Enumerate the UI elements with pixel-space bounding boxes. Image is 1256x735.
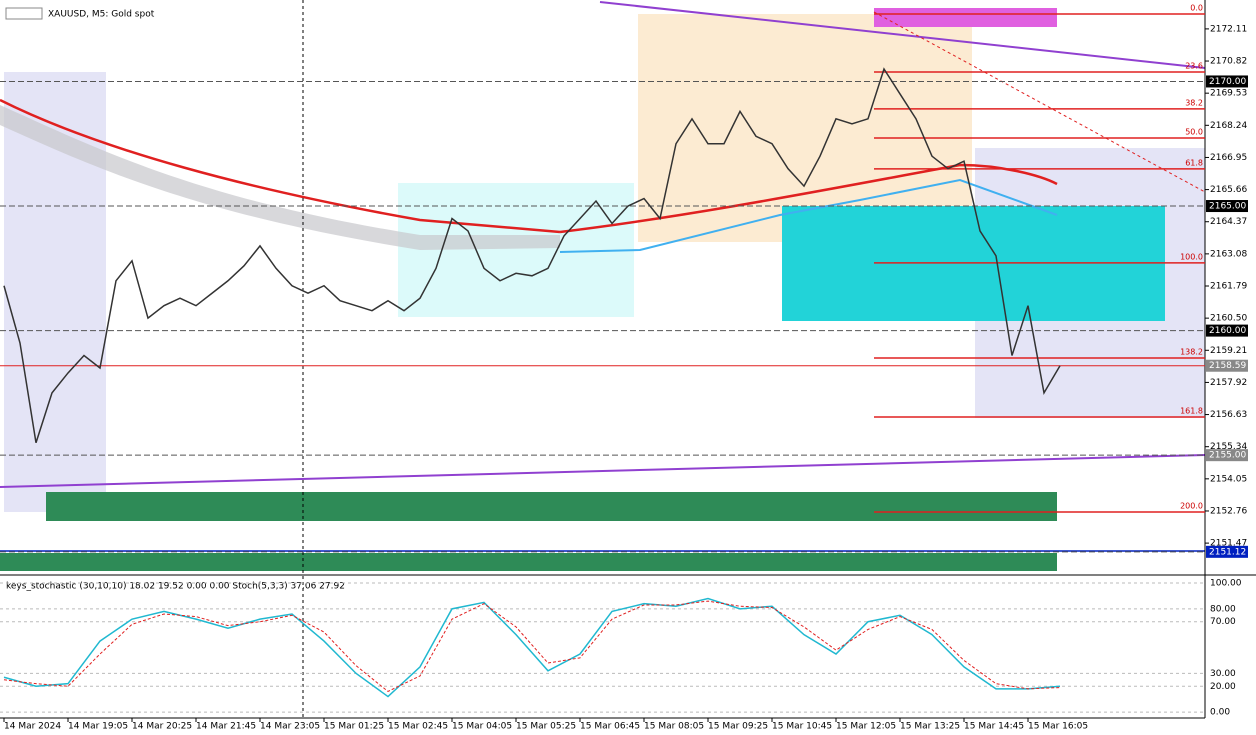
oscillator-line [3,597,1061,698]
y-tick-label: 80.00 [1210,604,1236,614]
zone [638,14,972,242]
price-label: 2165.00 [1209,202,1246,212]
x-tick-label: 15 Mar 02:45 [388,722,448,732]
price-label: 2155.00 [1209,451,1246,461]
trend-line [599,1,1206,69]
y-tick-label: 2168.24 [1210,121,1247,131]
price-label: 2151.12 [1209,547,1246,557]
price-label-box [1206,545,1248,558]
x-tick-label: 14 Mar 23:05 [260,722,320,732]
x-tick-label: 15 Mar 04:05 [452,722,512,732]
oscillator-line [3,600,1061,693]
price-label: 2160.00 [1209,326,1246,336]
toolbar-icons[interactable] [5,7,43,20]
y-tick-label: 2161.79 [1210,282,1247,292]
y-tick-label: 2165.66 [1210,185,1247,195]
y-tick-label: 20.00 [1210,682,1236,692]
zone [398,183,634,317]
x-tick-label: 15 Mar 08:05 [644,722,704,732]
volume-band [0,553,1057,571]
fib-label: 50.0 [1185,128,1203,137]
moving-average [559,178,1058,253]
fib-label: 161.8 [1180,407,1203,416]
trend-line [873,11,1206,193]
price-label-box [1206,75,1248,88]
y-tick-label: 2156.63 [1210,410,1247,420]
price-label: 2170.00 [1209,77,1246,87]
fib-label: 23.6 [1185,61,1203,70]
x-tick-label: 15 Mar 16:05 [1028,722,1088,732]
moving-average [0,98,561,234]
x-tick-label: 15 Mar 12:05 [836,722,896,732]
x-tick-label: 14 Mar 2024 [4,722,61,732]
fib-label: 0.0 [1190,3,1203,12]
y-tick-label: 100.00 [1210,579,1242,589]
zone [46,492,1057,521]
price-label-box [1206,324,1248,337]
ma-band [0,105,560,250]
y-tick-label: 2154.05 [1210,474,1247,484]
y-tick-label: 2166.95 [1210,153,1247,163]
price-label-box [1206,449,1248,462]
x-tick-label: 14 Mar 19:05 [68,722,128,732]
x-tick-label: 15 Mar 05:25 [516,722,576,732]
y-tick-label: 2157.92 [1210,378,1247,388]
price-label-box [1206,359,1248,372]
y-tick-label: 2155.34 [1210,442,1247,452]
y-tick-label: 2159.21 [1210,346,1247,356]
y-tick-label: 2160.50 [1210,314,1247,324]
y-tick-label: 2151.47 [1210,539,1247,549]
x-tick-label: 14 Mar 21:45 [196,722,256,732]
price-label: 2158.59 [1209,361,1246,371]
y-tick-label: 70.00 [1210,617,1236,627]
moving-average [559,163,1058,234]
x-tick-label: 15 Mar 09:25 [708,722,768,732]
x-tick-label: 15 Mar 01:25 [324,722,384,732]
oscillator-title: keys_stochastic (30,10,10) 18.02 19.52 0… [6,582,345,592]
zone [874,8,1057,27]
y-tick-label: 2152.76 [1210,506,1247,516]
y-tick-label: 2169.53 [1210,89,1247,99]
y-tick-label: 2172.11 [1210,24,1247,34]
price-line-series [3,67,1061,443]
fib-label: 61.8 [1185,158,1203,167]
y-tick-label: 30.00 [1210,669,1236,679]
fib-label: 138.2 [1180,348,1203,357]
x-tick-label: 15 Mar 10:45 [772,722,832,732]
x-tick-label: 15 Mar 06:45 [580,722,640,732]
y-tick-label: 0.00 [1210,708,1230,718]
x-tick-label: 15 Mar 14:45 [964,722,1024,732]
y-tick-label: 2170.82 [1210,57,1247,67]
trend-line [0,454,1206,488]
fib-label: 200.0 [1180,501,1203,510]
y-tick-label: 2164.37 [1210,217,1247,227]
fib-label: 100.0 [1180,252,1203,261]
x-tick-label: 15 Mar 13:25 [900,722,960,732]
y-tick-label: 2163.08 [1210,249,1247,259]
price-label-box [1206,200,1248,213]
fib-label: 38.2 [1185,98,1203,107]
symbol-title: XAUUSD, M5: Gold spot [48,10,155,20]
x-tick-label: 14 Mar 20:25 [132,722,192,732]
